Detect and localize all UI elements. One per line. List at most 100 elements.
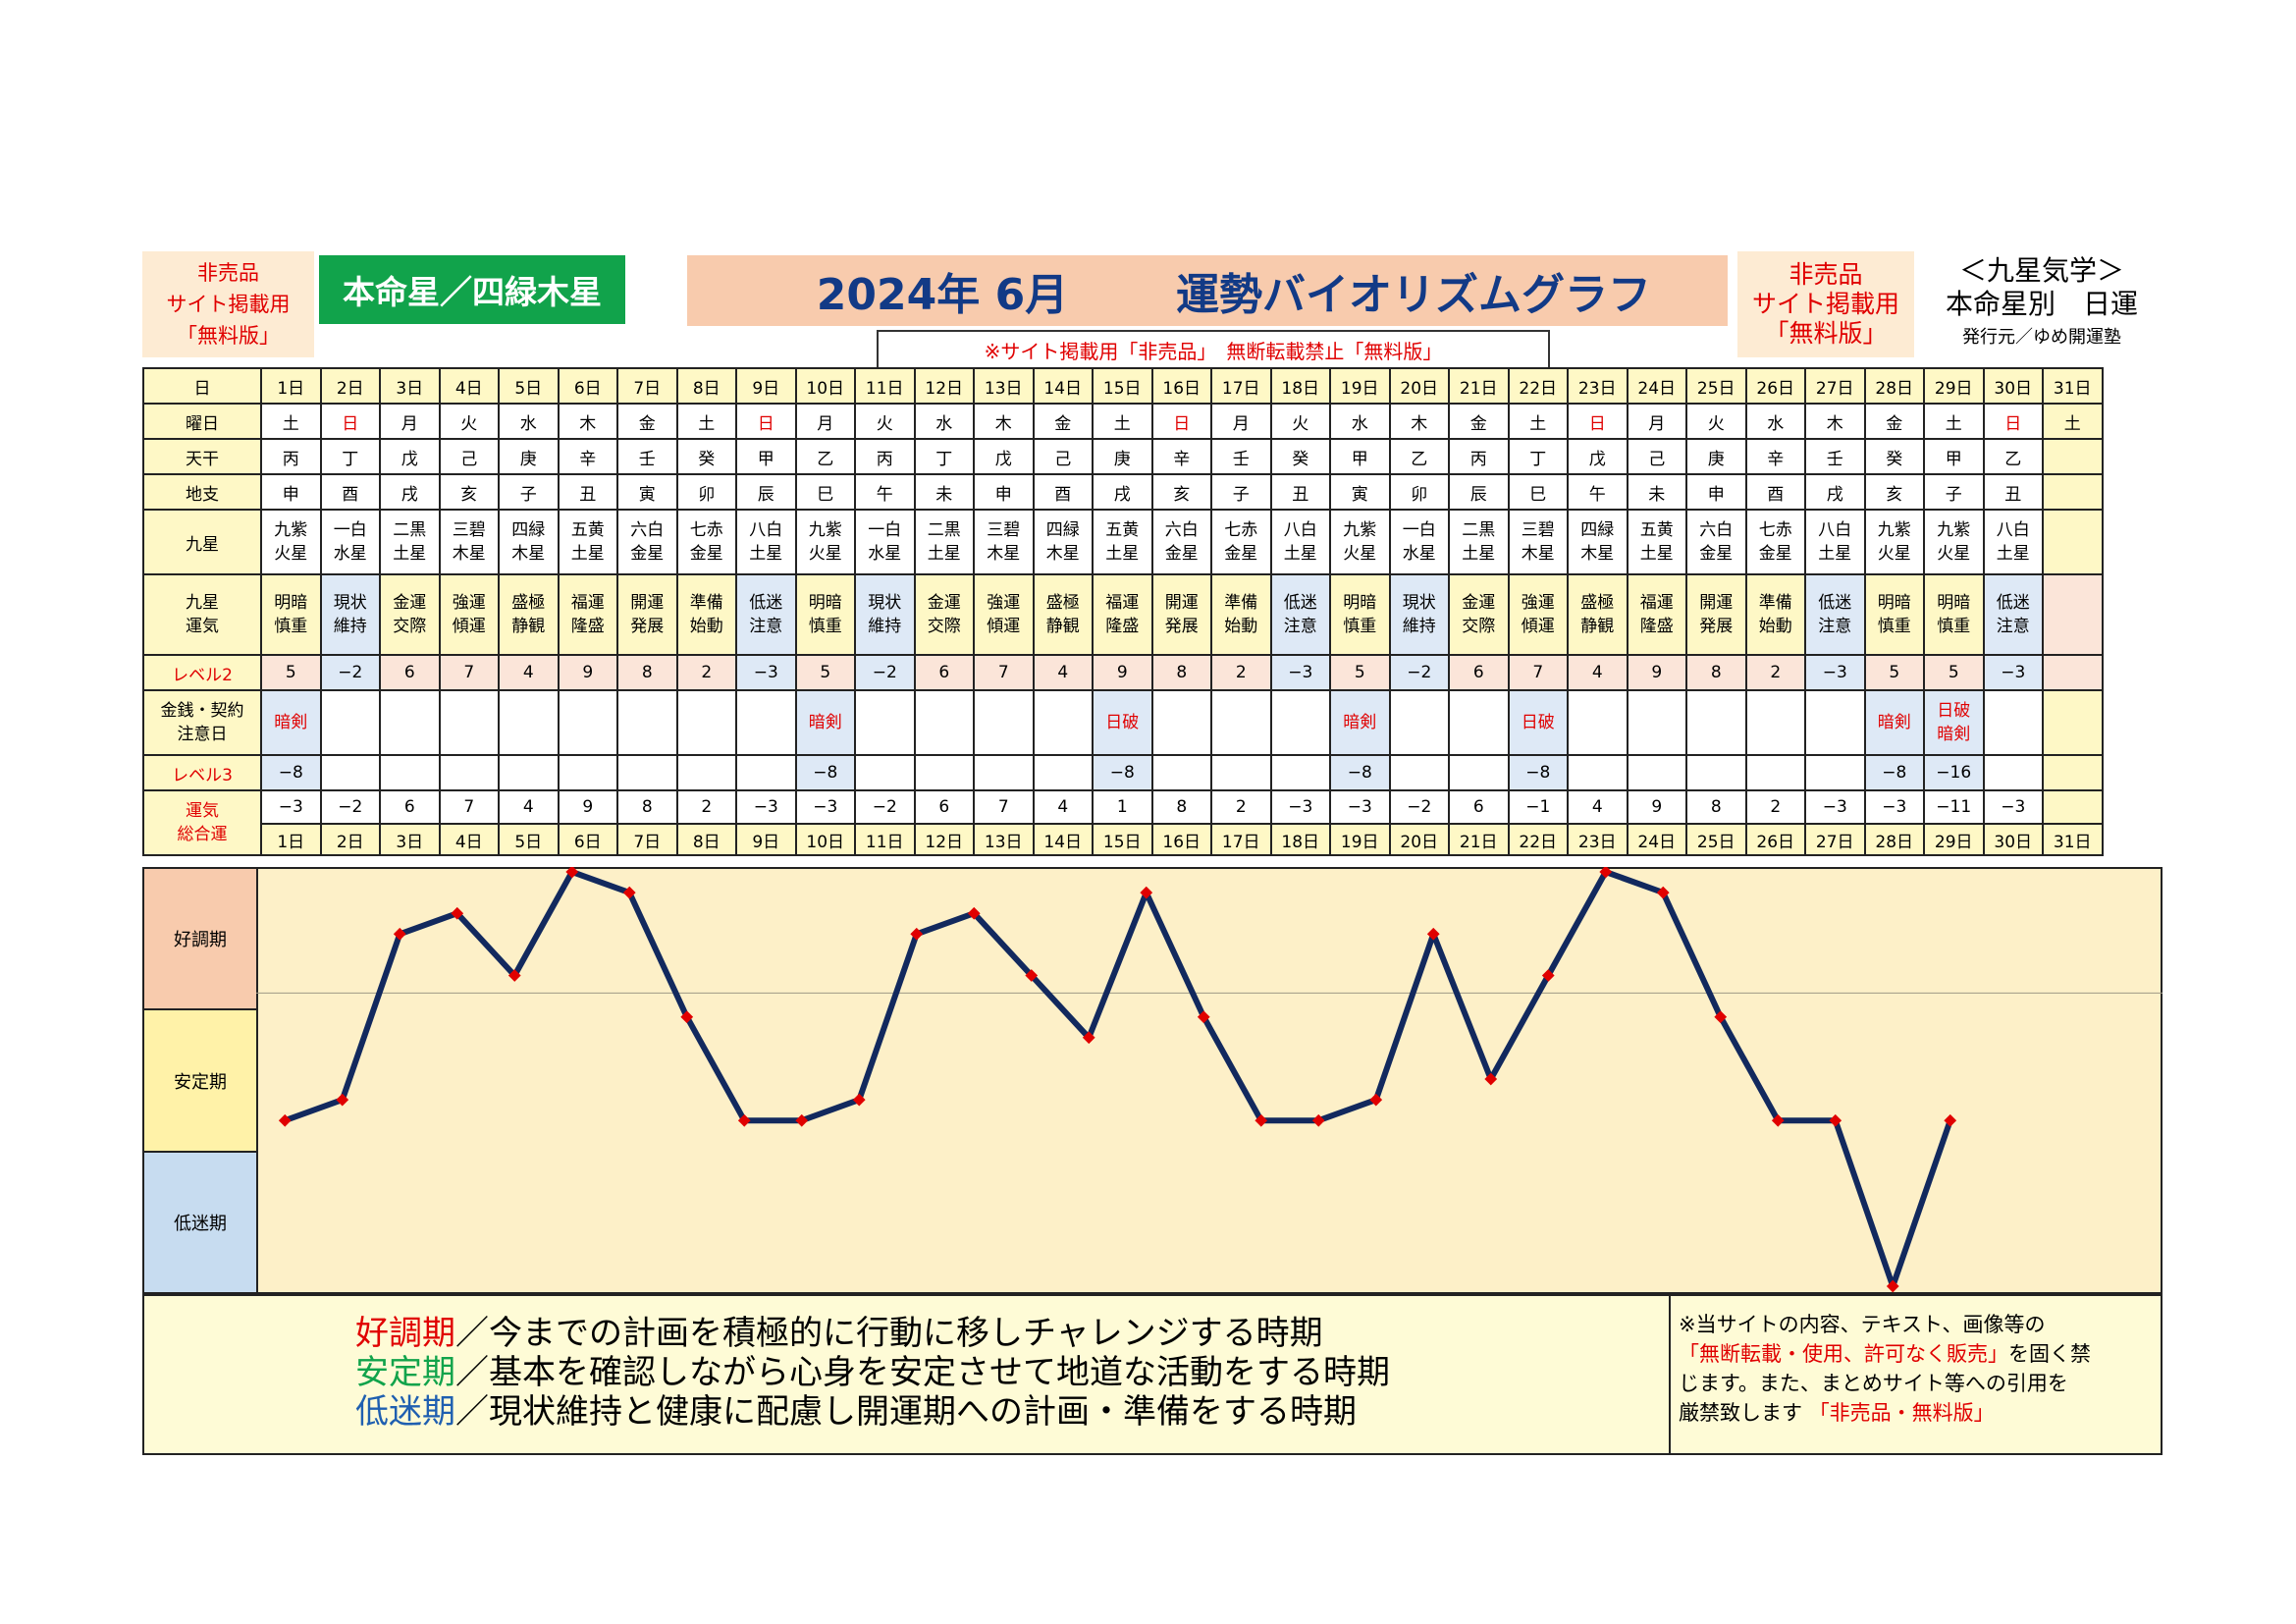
data-point xyxy=(1714,1010,1728,1024)
legend-low-term: 低迷期 xyxy=(355,1392,455,1432)
day-cell-bottom: 19日 xyxy=(1329,823,1391,856)
kinsen-line: 暗剣 xyxy=(1937,725,1971,744)
kinsen-cell xyxy=(735,689,797,756)
kyusei-line: 五黄 xyxy=(570,520,605,540)
day-cell: 4日 xyxy=(438,367,500,405)
day-cell: 14日 xyxy=(1032,367,1094,405)
kinsen-cell xyxy=(2042,689,2104,756)
data-point xyxy=(737,1113,751,1127)
kyusei-line: 九紫 xyxy=(274,520,308,540)
weekday-cell: 金 xyxy=(1032,403,1094,440)
row-label-tenkan: 天干 xyxy=(142,438,262,475)
kyusei-line: 一白 xyxy=(333,520,367,540)
level3-cell: −8 xyxy=(1092,754,1153,791)
day-cell-bottom: 1日 xyxy=(260,823,322,856)
chishi-cell: 巳 xyxy=(1507,473,1569,511)
kyusei-cell xyxy=(2042,509,2104,575)
day-cell: 30日 xyxy=(1982,367,2044,405)
unki-line: 交際 xyxy=(927,617,961,636)
day-cell-bottom: 20日 xyxy=(1388,823,1450,856)
day-cell-bottom: 11日 xyxy=(854,823,916,856)
level3-cell xyxy=(2042,754,2104,791)
weekday-cell: 火 xyxy=(438,403,500,440)
kyusei-cell: 三碧 木星 xyxy=(438,509,500,575)
kyusei-line: 木星 xyxy=(511,544,546,564)
unki-cell: 金運 交際 xyxy=(379,573,441,656)
unki-line: 開運 xyxy=(1699,593,1734,613)
tenkan-cell: 辛 xyxy=(1744,438,1806,475)
data-point xyxy=(1311,1113,1325,1127)
chishi-cell: 戌 xyxy=(1804,473,1866,511)
legend-stable-term: 安定期 xyxy=(355,1353,455,1392)
kyusei-line: 七赤 xyxy=(689,520,723,540)
level3-cell xyxy=(973,754,1035,791)
level3-cell xyxy=(1210,754,1272,791)
level2-cell: 5 xyxy=(1923,654,1985,691)
chishi-cell: 丑 xyxy=(557,473,618,511)
unki-cell: 開運 発展 xyxy=(1150,573,1212,656)
unki-line: 現状 xyxy=(1402,593,1436,613)
day-cell: 8日 xyxy=(675,367,737,405)
day-cell-bottom: 3日 xyxy=(379,823,441,856)
row-label-kinsen-line: 金銭・契約 xyxy=(160,701,244,721)
chart-plot xyxy=(256,867,2163,1294)
kyusei-line: 金星 xyxy=(1164,544,1199,564)
level2-cell: −3 xyxy=(1804,654,1866,691)
chishi-cell: 亥 xyxy=(1863,473,1925,511)
row-label-unki: 九星 運気 xyxy=(142,573,262,656)
unki-cell: 現状 維持 xyxy=(854,573,916,656)
day-cell-bottom: 18日 xyxy=(1269,823,1331,856)
weekday-cell: 金 xyxy=(616,403,678,440)
tenkan-cell: 己 xyxy=(1032,438,1094,475)
unki-cell: 金運 交際 xyxy=(1448,573,1510,656)
legend-good: 好調期／今までの計画を積極的に行動に移しチャレンジする時期 xyxy=(355,1316,1323,1351)
kyusei-cell: 七赤 金星 xyxy=(1210,509,1272,575)
unki-line: 明暗 xyxy=(808,593,842,613)
weekday-cell: 木 xyxy=(973,403,1035,440)
level2-cell: 2 xyxy=(1210,654,1272,691)
unki-line: 盛極 xyxy=(1580,593,1615,613)
unki-line: 現状 xyxy=(868,593,902,613)
chishi-cell: 亥 xyxy=(1150,473,1212,511)
kyusei-line: 土星 xyxy=(393,544,427,564)
legend-box: 好調期／今までの計画を積極的に行動に移しチャレンジする時期 安定期／基本を確認し… xyxy=(142,1294,1671,1455)
nonsale-line-2: サイト掲載用 xyxy=(166,293,291,316)
kinsen-cell: 暗剣 xyxy=(260,689,322,756)
level2-cell: 4 xyxy=(1567,654,1629,691)
zone-low: 低迷期 xyxy=(142,1151,258,1294)
kinsen-cell xyxy=(1032,689,1094,756)
level2-cell: 6 xyxy=(379,654,441,691)
tenkan-cell: 戊 xyxy=(973,438,1035,475)
level3-cell xyxy=(854,754,916,791)
unki-line: 金運 xyxy=(393,593,427,613)
total-cell: 6 xyxy=(913,789,975,825)
kyusei-line: 火星 xyxy=(274,544,308,564)
day-cell: 15日 xyxy=(1092,367,1153,405)
table-row: 金銭・契約 注意日 暗剣 暗剣 日破 暗剣 日破 暗剣 日破 暗剣 xyxy=(142,689,2104,756)
level3-cell xyxy=(1448,754,1510,791)
kinsen-cell: 日破 xyxy=(1507,689,1569,756)
unki-cell: 盛極 静観 xyxy=(498,573,560,656)
nonsale-right-line-3: 「無料版」 xyxy=(1764,319,1888,348)
total-cell: −3 xyxy=(1269,789,1331,825)
fortune-table: 日 1日 2日 3日 4日 5日 6日 7日 8日 9日 10日 11日 12日 13日 14日 15日 16日… xyxy=(142,367,2104,856)
nonsale-line-1: 非売品 xyxy=(197,261,259,285)
level2-cell: 8 xyxy=(1150,654,1212,691)
row-label-total-line: 運気 xyxy=(186,801,219,821)
unki-cell: 準備 始動 xyxy=(1210,573,1272,656)
kyusei-line: 火星 xyxy=(1937,544,1971,564)
kyusei-line: 八白 xyxy=(1283,520,1317,540)
unki-line: 慎重 xyxy=(1343,617,1377,636)
day-cell: 27日 xyxy=(1804,367,1866,405)
kyusei-line: 水星 xyxy=(868,544,902,564)
kinsen-line: 暗剣 xyxy=(1877,713,1911,732)
day-cell: 26日 xyxy=(1744,367,1806,405)
day-cell: 11日 xyxy=(854,367,916,405)
tenkan-cell: 己 xyxy=(438,438,500,475)
kyusei-cell: 一白 水星 xyxy=(854,509,916,575)
chishi-cell xyxy=(2042,473,2104,511)
zone-stable: 安定期 xyxy=(142,1008,258,1153)
day-cell-bottom: 22日 xyxy=(1507,823,1569,856)
table-row: 1日 2日 3日 4日 5日 6日 7日 8日 9日 10日 11日 12日 13日 14日 15日 16日 1… xyxy=(143,823,2104,856)
weekday-cell: 火 xyxy=(1685,403,1747,440)
